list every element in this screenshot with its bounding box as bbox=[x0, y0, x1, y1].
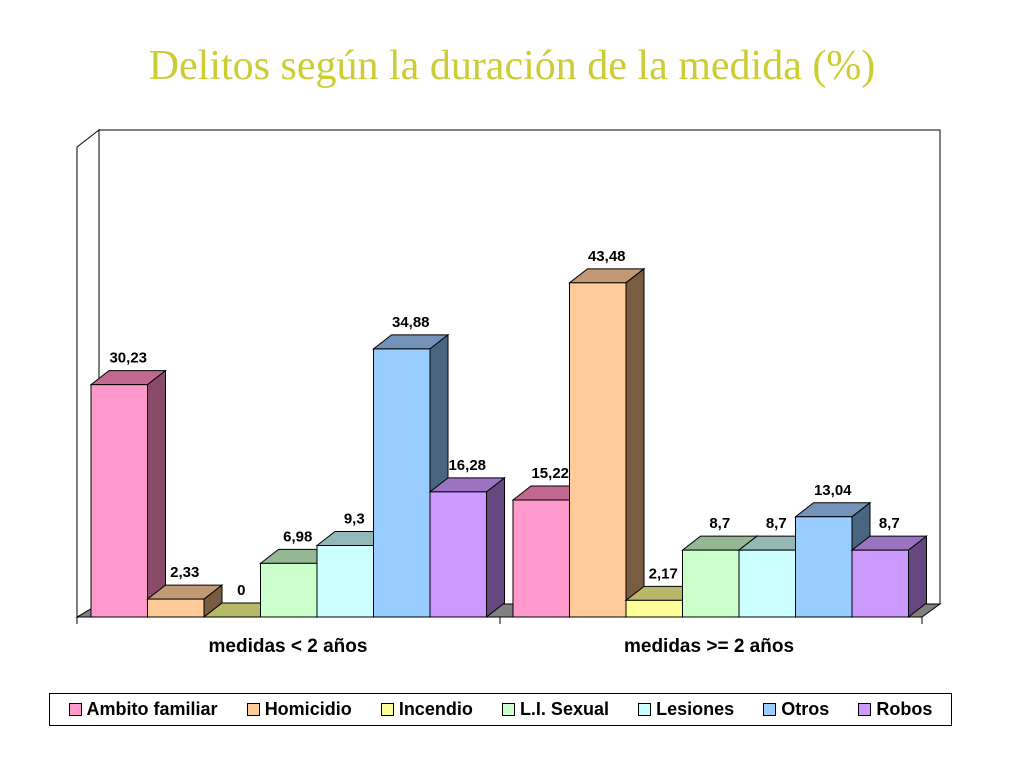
bar bbox=[850, 535, 928, 619]
bars bbox=[89, 267, 928, 619]
legend-item: Homicidio bbox=[246, 699, 352, 720]
legend-label: Lesiones bbox=[656, 699, 735, 719]
data-label: 30,23 bbox=[109, 350, 147, 367]
data-label: 15,22 bbox=[531, 465, 569, 482]
legend-label: Ambito familiar bbox=[86, 699, 218, 719]
bar-front bbox=[316, 545, 374, 618]
data-label: 0 bbox=[237, 582, 245, 599]
data-label: 8,7 bbox=[879, 515, 900, 532]
legend-label: L.I. Sexual bbox=[519, 699, 609, 719]
x-tick-label: medidas < 2 años bbox=[209, 636, 368, 657]
bar-side bbox=[625, 267, 645, 619]
bar-side bbox=[147, 369, 166, 619]
bar-side bbox=[908, 535, 927, 619]
legend-item: Lesiones bbox=[638, 699, 734, 720]
legend-swatch bbox=[501, 703, 515, 716]
bar bbox=[146, 584, 224, 619]
bar-front bbox=[682, 549, 740, 618]
bar bbox=[372, 333, 450, 619]
legend-label: Incendio bbox=[398, 699, 473, 719]
bar-front bbox=[429, 491, 487, 618]
chart-title: Delitos según la duración de la medida (… bbox=[148, 43, 876, 89]
bar-front bbox=[373, 348, 431, 618]
legend-item: Incendio bbox=[380, 699, 473, 720]
bar-front bbox=[569, 282, 627, 618]
legend-item: L.I. Sexual bbox=[501, 699, 609, 720]
bar-front bbox=[147, 598, 205, 618]
x-tick-label: medidas >= 2 años bbox=[624, 636, 794, 657]
data-label: 2,33 bbox=[170, 564, 199, 581]
bar bbox=[568, 267, 646, 619]
bar-front bbox=[738, 549, 796, 618]
x-axis: medidas < 2 años medidas >= 2 años bbox=[76, 616, 923, 657]
bar bbox=[89, 369, 167, 619]
legend-swatch bbox=[638, 703, 652, 716]
legend-label: Otros bbox=[781, 699, 830, 719]
legend-item: Otros bbox=[763, 699, 829, 720]
data-label: 2,17 bbox=[649, 565, 678, 582]
bar-chart: 30,23 15,22 2,33 43,48 0 2,17 6,98 8,7 9,3 8,7 34,… bbox=[75, 128, 942, 657]
legend-swatch bbox=[246, 703, 260, 716]
legend-swatch bbox=[68, 703, 82, 716]
data-label: 34,88 bbox=[392, 314, 430, 331]
bar-front bbox=[260, 562, 318, 618]
data-label: 9,3 bbox=[344, 511, 365, 528]
data-label: 8,7 bbox=[766, 515, 787, 532]
bar-side bbox=[486, 476, 505, 619]
legend-item: Ambito familiar bbox=[68, 699, 218, 720]
bar bbox=[681, 535, 759, 619]
legend: Ambito familiar Homicidio Incendio L.I. Sex… bbox=[49, 693, 952, 726]
legend-label: Robos bbox=[876, 699, 933, 719]
data-label: 43,48 bbox=[588, 248, 626, 265]
bar-front bbox=[625, 599, 683, 618]
data-label: 8,7 bbox=[709, 515, 730, 532]
legend-item: Robos bbox=[858, 699, 932, 720]
data-label: 16,28 bbox=[448, 457, 486, 474]
bar bbox=[315, 530, 393, 619]
legend-swatch bbox=[763, 703, 777, 716]
bar-front bbox=[795, 516, 853, 618]
legend-swatch bbox=[380, 703, 394, 716]
bar-front bbox=[90, 384, 148, 618]
bar-front bbox=[512, 499, 570, 618]
bar-front bbox=[851, 549, 909, 618]
legend-swatch bbox=[858, 703, 872, 716]
data-labels: 30,23 15,22 2,33 43,48 0 2,17 6,98 8,7 9,3 8,7 34,… bbox=[109, 248, 899, 599]
data-label: 13,04 bbox=[814, 482, 852, 499]
data-label: 6,98 bbox=[283, 528, 312, 545]
bar bbox=[428, 476, 506, 619]
legend-label: Homicidio bbox=[264, 699, 352, 719]
